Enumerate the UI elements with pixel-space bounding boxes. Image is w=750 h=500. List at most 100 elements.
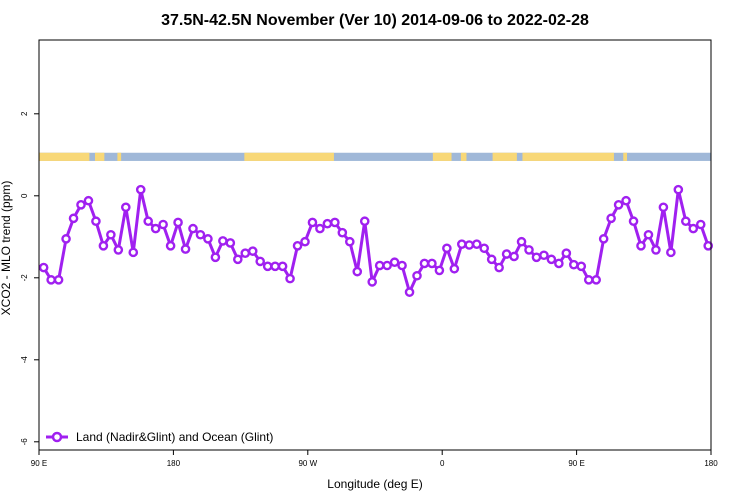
data-point [666,247,676,258]
land-segment-4 [432,152,452,161]
data-point [658,202,669,213]
data-point [240,248,251,258]
data-point [322,218,333,229]
data-point [106,229,116,240]
land-segment-3 [244,152,334,161]
data-point [165,241,176,251]
data-point [121,202,131,213]
data-point [613,200,624,210]
data-point [262,261,273,272]
y-tick-label-2: -2 [20,274,29,282]
data-point [188,223,198,234]
y-tick-label-0: 2 [20,111,29,116]
data-point [53,275,64,285]
data-point [673,184,684,195]
land-ocean-band [39,152,711,161]
data-point [195,229,206,240]
data-point [173,217,183,228]
data-point [76,200,86,210]
data-point [218,236,228,246]
x-tick-label-2: 90 W [298,459,317,468]
data-point [315,223,325,234]
legend-label: Land (Nadir&Glint) and Ocean (Glint) [76,430,273,444]
data-point [344,236,355,247]
land-segment-5 [460,152,467,161]
data-point [509,251,519,262]
data-point [651,245,661,255]
ocean-band [39,152,711,161]
data-point [695,219,706,230]
data-point [531,252,542,263]
data-point [628,216,639,227]
data-point [501,249,512,259]
data-point [247,246,258,256]
data-point [606,213,616,224]
series-line-0 [42,188,710,294]
data-point [180,244,191,254]
data-point [427,258,437,269]
data-point [330,217,340,228]
data-point [621,195,631,206]
data-point [128,247,139,258]
data-point [135,184,146,195]
y-axis-label: XCO2 - MLO trend (ppm) [0,181,13,316]
data-point [591,275,602,285]
data-point [412,270,422,281]
data-point [143,216,153,227]
data-point [456,239,467,249]
data-point [307,217,318,228]
data-point [91,216,101,227]
data-point [277,261,288,272]
x-tick-label-3: 0 [440,459,445,468]
plot-frame [38,39,712,451]
chart-title: 37.5N-42.5N November (Ver 10) 2014-09-06… [161,12,589,29]
land-segment-0 [39,152,90,161]
data-point [554,258,564,269]
data-point [516,236,527,247]
x-tick-label-1: 180 [167,459,181,468]
data-point [150,223,161,234]
data-point [337,227,348,238]
data-point [255,256,266,267]
data-point [68,213,79,224]
data-point [449,263,460,274]
data-point [382,260,392,271]
data-point [681,216,691,227]
data-point [636,241,646,251]
data-point [576,261,587,272]
data-point [524,245,534,255]
data-point [404,287,415,297]
data-point [434,265,445,276]
x-axis-label: Longitude (deg E) [327,477,422,491]
data-point [688,223,699,234]
y-tick-label-1: 0 [20,193,29,198]
data-point [270,261,280,272]
data-point [352,266,363,277]
data-point [359,216,370,227]
data-point [442,243,452,254]
data-point [61,234,71,244]
data-point [367,277,378,287]
data-point [83,195,94,206]
data-point [643,229,654,240]
land-segment-1 [95,152,105,161]
data-point [158,219,168,230]
data-point [419,258,430,269]
data-point [486,254,497,265]
data-point [397,260,407,271]
data-point [583,275,594,285]
data-point [561,248,572,258]
data-point [598,234,609,244]
y-tick-label-4: -6 [20,438,29,446]
data-point [703,241,714,251]
data-point [38,262,49,273]
x-tick-label-4: 90 E [568,459,584,468]
data-point [46,275,56,285]
land-segment-8 [623,152,627,161]
land-segment-7 [522,152,614,161]
data-point [374,260,385,271]
data-point [292,241,303,251]
y-axis: 2 0 -2 -4 -6 [20,111,39,445]
data-point [494,262,504,273]
